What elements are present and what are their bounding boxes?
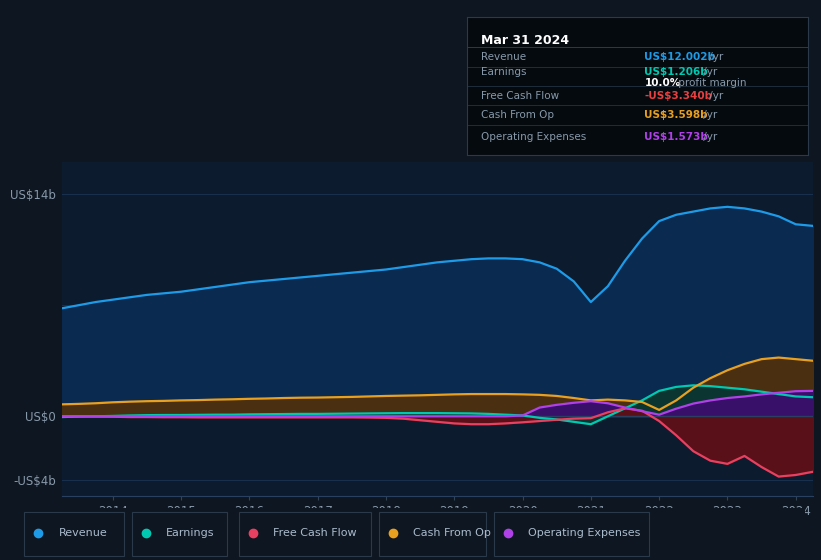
Text: US$3.598b: US$3.598b xyxy=(644,110,708,120)
Text: US$12.002b: US$12.002b xyxy=(644,52,715,62)
Text: /yr: /yr xyxy=(699,110,717,120)
Text: Free Cash Flow: Free Cash Flow xyxy=(480,91,559,101)
Text: Cash From Op: Cash From Op xyxy=(480,110,553,120)
Text: /yr: /yr xyxy=(699,132,717,142)
Text: Free Cash Flow: Free Cash Flow xyxy=(273,528,357,538)
Text: US$1.573b: US$1.573b xyxy=(644,132,709,142)
Text: profit margin: profit margin xyxy=(675,78,746,88)
Text: Operating Expenses: Operating Expenses xyxy=(528,528,640,538)
Text: -US$3.340b: -US$3.340b xyxy=(644,91,713,101)
Text: Operating Expenses: Operating Expenses xyxy=(480,132,586,142)
Text: Earnings: Earnings xyxy=(480,67,526,77)
Text: US$1.206b: US$1.206b xyxy=(644,67,708,77)
Text: Earnings: Earnings xyxy=(166,528,214,538)
Text: /yr: /yr xyxy=(706,52,723,62)
Text: Revenue: Revenue xyxy=(480,52,525,62)
Text: Cash From Op: Cash From Op xyxy=(413,528,491,538)
Text: /yr: /yr xyxy=(699,67,717,77)
Text: /yr: /yr xyxy=(706,91,723,101)
Text: Mar 31 2024: Mar 31 2024 xyxy=(480,34,569,46)
Text: Revenue: Revenue xyxy=(58,528,107,538)
Text: 10.0%: 10.0% xyxy=(644,78,681,88)
